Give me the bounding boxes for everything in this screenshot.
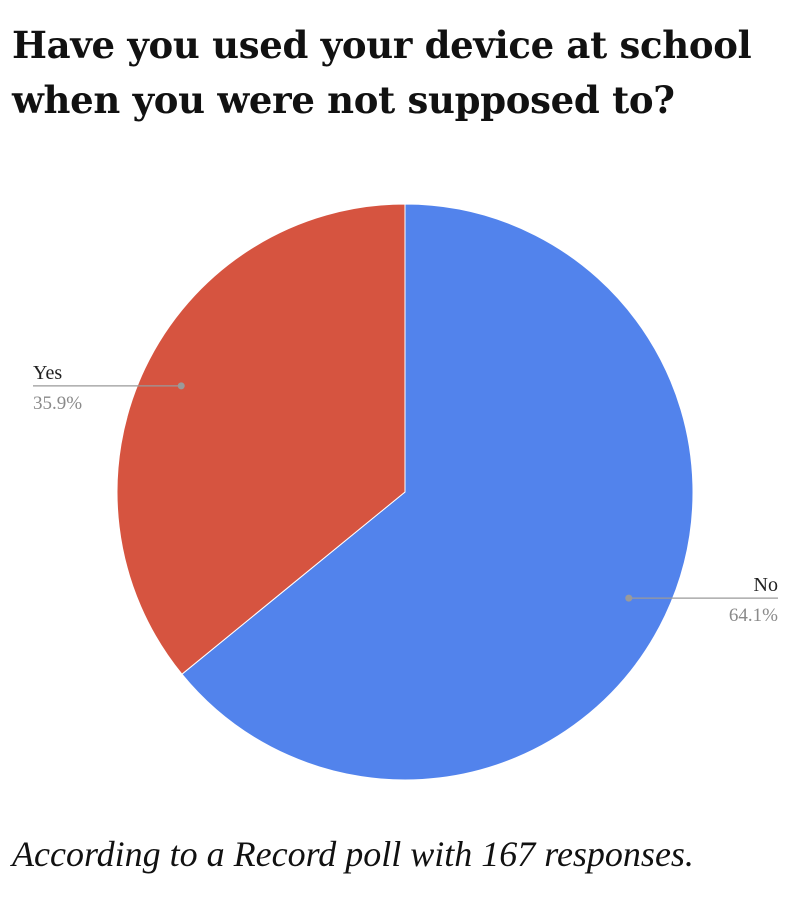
slice-percent-yes: 35.9% <box>33 393 82 414</box>
slice-label-no: No <box>754 574 778 596</box>
chart-caption: According to a Record poll with 167 resp… <box>12 834 694 874</box>
pie-slice-yes <box>116 203 406 675</box>
pie-slices <box>116 203 694 781</box>
pie-labels: No 64.1% Yes 35.9% <box>33 362 778 626</box>
slice-label-yes: Yes <box>33 362 62 384</box>
slice-percent-no: 64.1% <box>729 605 778 626</box>
pie-slice-no <box>181 203 694 781</box>
chart-title: Have you used your device at school when… <box>12 23 752 122</box>
